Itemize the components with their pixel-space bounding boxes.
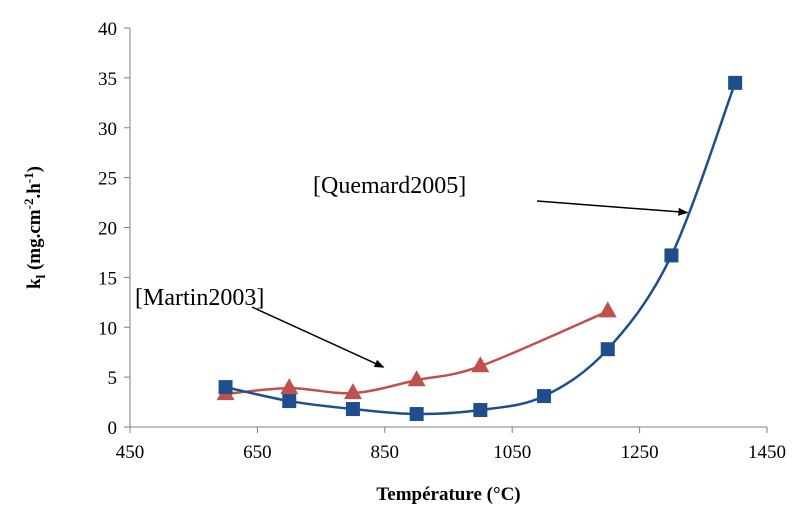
data-point-triangle bbox=[598, 301, 617, 318]
x-ticks: 450 650 850 1050 1250 1450 bbox=[116, 427, 786, 463]
y-tick-label: 40 bbox=[98, 19, 117, 40]
y-axis-title-sub: l bbox=[33, 274, 48, 278]
y-tick-label: 15 bbox=[98, 268, 117, 289]
series-layer bbox=[216, 75, 743, 422]
y-axis-title: kl (mg.cm-2.h-1) bbox=[21, 166, 48, 289]
data-point-square bbox=[728, 75, 743, 90]
x-tick-label: 1450 bbox=[748, 442, 786, 463]
x-tick-label: 1250 bbox=[621, 442, 659, 463]
data-point-square bbox=[409, 407, 424, 422]
x-tick-label: 450 bbox=[116, 442, 145, 463]
axes: 450 650 850 1050 1250 1450 0 5 10 15 20 25 30 35 40 bbox=[98, 19, 786, 463]
data-point-square bbox=[664, 248, 679, 263]
data-point-triangle bbox=[343, 383, 362, 400]
y-tick-label: 5 bbox=[108, 368, 118, 389]
y-axis-title-exp2: -1 bbox=[21, 172, 36, 183]
annotation-arrow bbox=[536, 200, 689, 216]
data-point-triangle bbox=[407, 370, 426, 387]
annotation-label: [Quemard2005] bbox=[313, 173, 466, 199]
y-tick-label: 0 bbox=[108, 418, 118, 439]
annotations: [Martin2003] [Quemard2005] bbox=[135, 173, 689, 368]
data-point-square bbox=[282, 394, 297, 409]
y-tick-label: 20 bbox=[98, 219, 117, 240]
x-tick-label: 650 bbox=[243, 442, 272, 463]
y-axis-title-exp1: -2 bbox=[21, 199, 36, 210]
y-ticks: 0 5 10 15 20 25 30 35 40 bbox=[98, 19, 130, 439]
data-point-square bbox=[218, 380, 233, 395]
data-point-triangle bbox=[280, 378, 299, 395]
y-tick-label: 30 bbox=[98, 119, 117, 140]
series-quemard2005 bbox=[218, 75, 743, 422]
y-axis-title-unit-prefix: (mg.cm bbox=[24, 209, 45, 275]
y-tick-label: 35 bbox=[98, 69, 117, 90]
y-tick-label: 25 bbox=[98, 169, 117, 190]
x-tick-label: 850 bbox=[371, 442, 400, 463]
data-point-square bbox=[600, 342, 615, 357]
data-point-square bbox=[473, 403, 488, 418]
data-point-square bbox=[537, 389, 552, 404]
data-point-triangle bbox=[471, 356, 490, 373]
annotation-label: [Martin2003] bbox=[135, 285, 264, 311]
y-axis-title-unit-suffix: ) bbox=[24, 166, 45, 172]
x-tick-label: 1050 bbox=[493, 442, 531, 463]
annotation-arrow bbox=[251, 306, 385, 368]
y-tick-label: 10 bbox=[98, 318, 117, 339]
data-point-square bbox=[345, 402, 360, 417]
series-martin2003 bbox=[216, 301, 617, 401]
x-axis-title: Température (°C) bbox=[376, 484, 520, 505]
y-axis-title-main: k bbox=[24, 278, 45, 289]
y-axis-title-mid: .h bbox=[24, 183, 45, 199]
